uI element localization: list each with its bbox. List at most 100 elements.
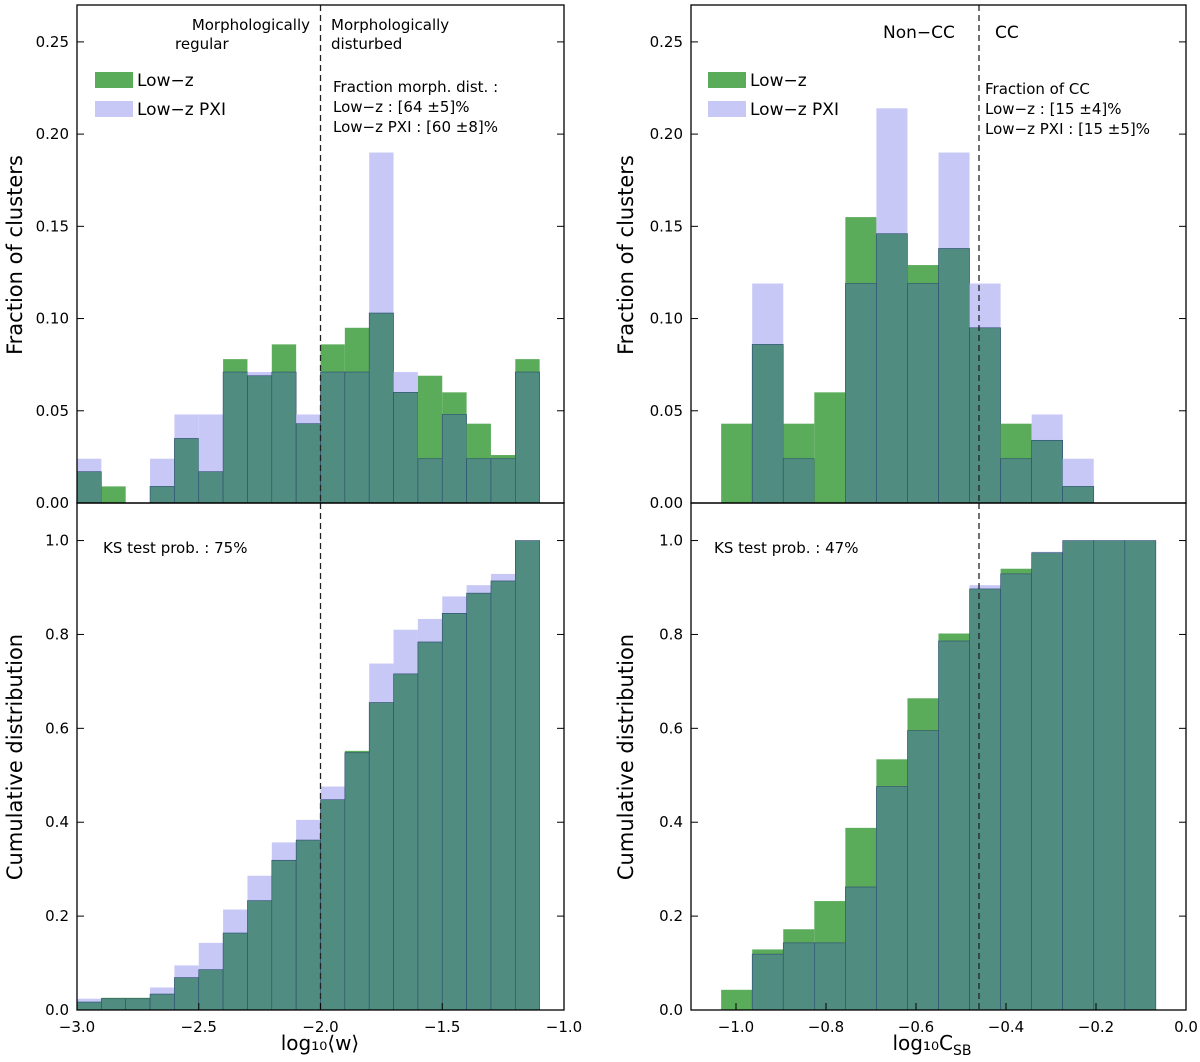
right-top-legend: Low−z Low−z PXI [708, 71, 839, 120]
bar-overlap-3 [149, 486, 175, 504]
bar-pxi-excess-13 [393, 372, 418, 393]
bar-pxi-excess-9 [296, 819, 321, 841]
bar-lowz-excess-1 [101, 486, 126, 503]
cc-label: CC [995, 23, 1019, 43]
bar-overlap-18 [514, 540, 540, 1011]
bar-lowz-excess-8 [271, 344, 297, 373]
bar-overlap-17 [490, 458, 516, 504]
bar-overlap-11 [1062, 486, 1095, 504]
bar-lowz-excess-6 [907, 698, 939, 731]
ytick-label: 0.0 [45, 1001, 69, 1019]
bar-overlap-9 [295, 839, 321, 1011]
bar-overlap-1 [101, 998, 126, 1011]
bar-overlap-10 [1031, 552, 1064, 1011]
legend-label-lowz: Low−z [137, 71, 194, 91]
right-top-bars [721, 108, 1095, 504]
bar-overlap-11 [344, 371, 370, 504]
xtick-label: −2.5 [181, 1018, 217, 1036]
fraction-dist-title: Fraction morph. dist. : [333, 78, 498, 96]
xtick-label: −1.5 [424, 1018, 460, 1036]
ytick-label: 0.25 [36, 33, 69, 51]
bar-overlap-10 [320, 371, 346, 504]
bar-overlap-8 [969, 588, 1001, 1011]
bar-lowz-excess-17 [490, 455, 516, 459]
bar-lowz-excess-0 [721, 423, 753, 503]
bar-overlap-18 [514, 371, 540, 504]
bar-overlap-6 [222, 371, 248, 504]
bar-overlap-11 [1062, 540, 1095, 1011]
bar-overlap-6 [222, 932, 248, 1011]
fraction-cc-lowz: Low−z : [15 ±4]% [985, 100, 1122, 118]
fraction-cc-title: Fraction of CC [985, 80, 1090, 98]
bar-pxi-excess-4 [174, 965, 199, 978]
fraction-dist-lowz: Low−z : [64 ±5]% [333, 98, 470, 116]
bar-pxi-excess-9 [296, 414, 321, 424]
legend-swatch-lowz [95, 72, 133, 88]
bar-overlap-8 [271, 859, 297, 1011]
bar-overlap-12 [368, 312, 394, 504]
bar-overlap-8 [271, 371, 297, 504]
bar-overlap-1 [751, 344, 784, 504]
bar-pxi-excess-8 [969, 283, 1001, 328]
bar-pxi-excess-11 [1062, 458, 1094, 487]
bar-lowz-excess-16 [466, 423, 491, 459]
xtick-label: −1.0 [718, 1018, 754, 1036]
regular-label-line2: regular [175, 35, 229, 53]
bar-pxi-excess-4 [174, 414, 199, 439]
bar-pxi-excess-7 [247, 372, 272, 376]
bar-lowz-excess-15 [442, 392, 467, 415]
bar-overlap-13 [393, 673, 419, 1011]
disturbed-label-line1: Morphologically [331, 16, 449, 34]
bar-lowz-excess-4 [845, 217, 877, 284]
ytick-label: 1.0 [45, 532, 69, 550]
bar-overlap-9 [1000, 573, 1032, 1011]
bar-lowz-excess-11 [344, 327, 370, 373]
bar-pxi-excess-13 [393, 629, 418, 674]
bar-overlap-14 [417, 458, 443, 504]
ytick-label: 0.10 [650, 310, 683, 328]
bar-lowz-excess-2 [125, 997, 151, 999]
bar-pxi-excess-14 [417, 618, 443, 642]
left-bottom-ylabel: Cumulative distribution [3, 634, 27, 880]
ytick-label: 0.6 [659, 719, 683, 737]
bar-overlap-9 [1000, 458, 1032, 504]
bar-pxi-excess-10 [1031, 551, 1063, 553]
bar-lowz-excess-7 [938, 633, 970, 642]
ytick-label: 0.00 [36, 494, 69, 512]
bar-pxi-excess-8 [271, 842, 297, 861]
ytick-label: 0.05 [650, 402, 683, 420]
bar-overlap-5 [876, 786, 908, 1011]
bar-overlap-1 [751, 953, 784, 1011]
bar-lowz-excess-9 [1000, 423, 1032, 459]
ytick-label: 0.15 [650, 217, 683, 235]
bar-overlap-10 [320, 799, 346, 1011]
bar-overlap-16 [466, 592, 492, 1011]
bar-overlap-3 [813, 942, 846, 1011]
non-cc-label: Non−CC [883, 23, 955, 43]
fraction-cc-pxi: Low−z PXI : [15 ±5]% [985, 120, 1150, 138]
bar-lowz-excess-3 [814, 392, 846, 503]
ks-test-left: KS test prob. : 75% [103, 539, 247, 557]
ytick-label: 0.6 [45, 719, 69, 737]
right-bottom-bars [721, 540, 1157, 1011]
ytick-label: 0.4 [45, 813, 69, 831]
bar-overlap-4 [174, 977, 200, 1011]
bar-pxi-excess-7 [938, 152, 970, 249]
bar-pxi-excess-10 [1031, 414, 1063, 441]
bar-overlap-7 [247, 375, 273, 504]
bar-overlap-4 [174, 438, 200, 504]
regular-label-line1: Morphologically [192, 16, 310, 34]
bar-overlap-12 [368, 702, 394, 1011]
right-bottom-panel: 0.0 0.2 0.4 0.6 0.8 1.0 −1.0 −0.8 −0.6 −0.4 −0.2 0… [614, 502, 1198, 1059]
bar-lowz-excess-3 [814, 901, 846, 943]
left-bottom-xlabel: log₁₀⟨w⟩ [281, 1031, 360, 1055]
xtick-label: −0.4 [988, 1018, 1024, 1036]
bar-pxi-excess-6 [223, 909, 248, 934]
bar-pxi-excess-5 [198, 414, 224, 472]
bar-overlap-11 [344, 752, 370, 1011]
right-bottom-xlabel-sub: SB [953, 1043, 972, 1058]
bar-pxi-excess-5 [198, 942, 224, 970]
bar-pxi-excess-12 [369, 152, 394, 314]
bar-overlap-5 [198, 969, 224, 1011]
bar-lowz-excess-2 [783, 929, 815, 943]
